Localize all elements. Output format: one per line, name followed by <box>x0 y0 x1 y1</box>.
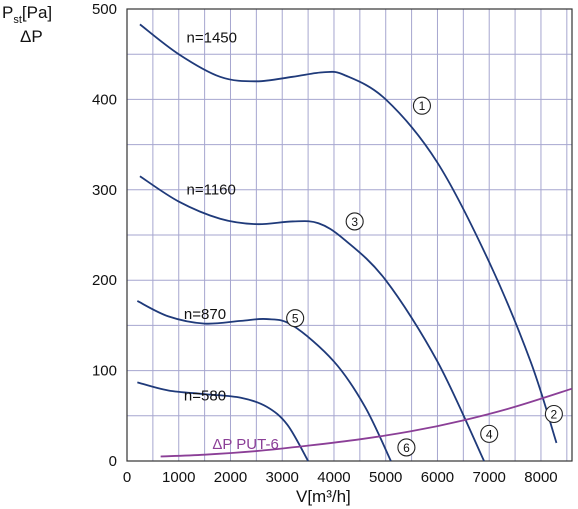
y-axis-title-delta: ΔP <box>20 27 43 46</box>
x-tick-label: 1000 <box>162 469 195 486</box>
x-tick-label: 6000 <box>421 469 454 486</box>
x-tick-label: 2000 <box>214 469 247 486</box>
curve-marker-number: 2 <box>551 407 558 421</box>
curve-marker-circle <box>480 424 499 443</box>
y-tick-label: 200 <box>92 272 117 289</box>
x-tick-labels: 0 1000 2000 3000 4000 5000 6000 7000 8000 <box>123 469 558 486</box>
y-tick-labels: 0 100 200 300 400 500 <box>92 1 117 470</box>
curve-marker-number: 5 <box>292 312 299 326</box>
y-tick-label: 0 <box>109 453 117 470</box>
curve-marker-circle <box>397 438 416 457</box>
curve-markers: 1 3 5 6 4 2 <box>286 96 563 457</box>
fan-curve-label: n=1450 <box>187 29 237 46</box>
curve-marker-number: 1 <box>419 99 426 113</box>
curve-labels: n=1450 n=1160 n=870 n=580 ΔP PUT-6 <box>184 29 279 453</box>
fan-curve-line <box>139 23 558 444</box>
fan-curve-line <box>137 381 309 462</box>
curve-marker-number: 4 <box>486 427 493 441</box>
curve-marker-circle <box>544 404 563 424</box>
curve-marker-circle <box>286 309 305 328</box>
x-tick-label: 4000 <box>317 469 350 486</box>
curve-marker-number: 3 <box>351 215 358 229</box>
fan-curve-label: n=1160 <box>187 181 236 198</box>
x-tick-label: 5000 <box>369 469 402 486</box>
loss-curve-label: ΔP PUT-6 <box>212 436 278 453</box>
plot-border <box>126 8 573 462</box>
y-tick-label: 400 <box>92 91 117 108</box>
grid <box>127 9 572 461</box>
curve-marker-circle <box>412 96 431 115</box>
x-axis-title: V[m³/h] <box>296 487 351 506</box>
fan-curve-label: n=580 <box>184 387 226 404</box>
loss-curve-line <box>160 387 573 458</box>
y-tick-label: 100 <box>92 363 117 380</box>
curve-marker-circle <box>345 212 364 231</box>
fan-curve-line <box>136 300 392 462</box>
y-tick-label: 500 <box>92 1 117 18</box>
x-tick-label: 0 <box>123 469 131 486</box>
x-tick-label: 8000 <box>524 469 557 486</box>
plot-frame <box>126 8 573 462</box>
series-group <box>136 23 573 462</box>
x-tick-label: 3000 <box>266 469 299 486</box>
x-tick-label: 7000 <box>473 469 506 486</box>
y-tick-label: 300 <box>92 182 117 199</box>
fan-curve-line <box>139 175 485 462</box>
curve-marker-number: 6 <box>403 441 410 455</box>
y-axis-title: Pst[Pa] <box>2 3 52 26</box>
fan-curve-label: n=870 <box>184 306 226 323</box>
